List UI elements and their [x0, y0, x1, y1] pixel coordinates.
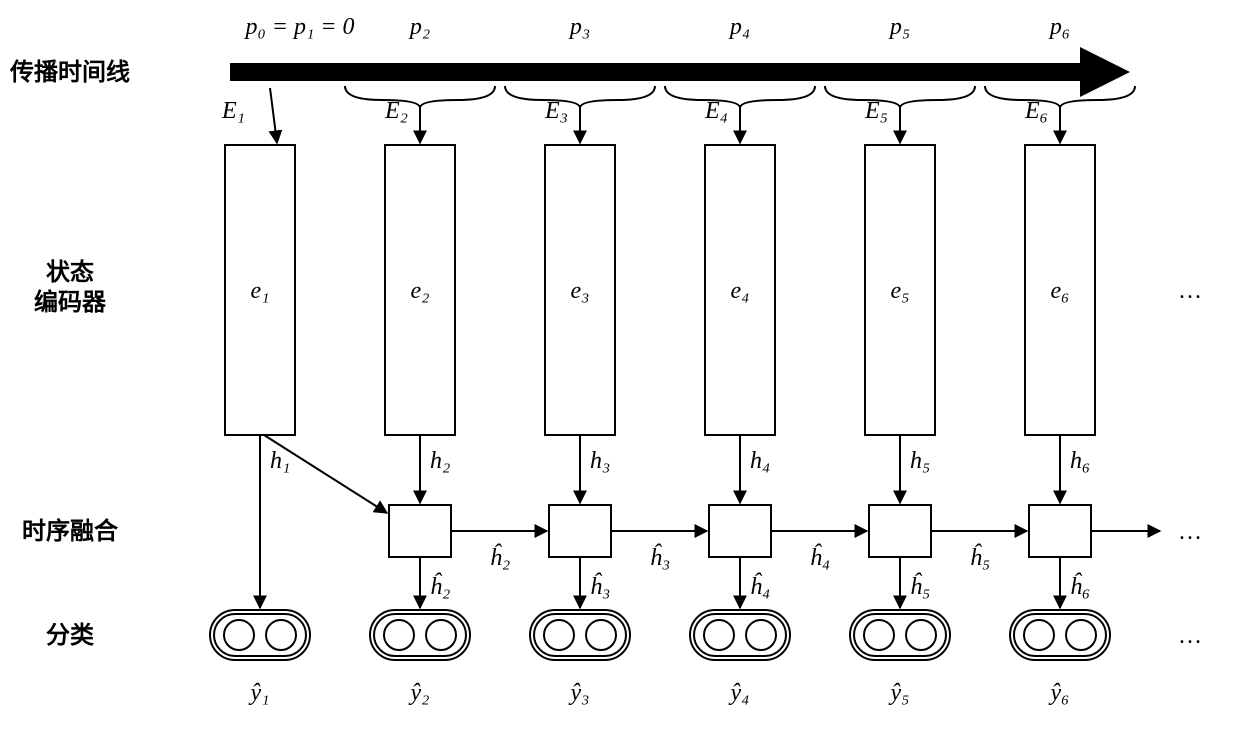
brace-5 — [825, 86, 975, 108]
classifier-circle-l-6 — [1024, 620, 1054, 650]
h-label-3: h₃ — [590, 448, 610, 474]
hhat-below-4: ĥ₄ — [750, 573, 770, 600]
classifier-inner-3 — [534, 614, 626, 656]
yhat-3: ŷ₃ — [569, 680, 590, 706]
p-label-5: p₅ — [888, 14, 910, 40]
classifier-circle-r-5 — [906, 620, 936, 650]
yhat-4: ŷ₄ — [729, 680, 750, 706]
e-label-4: e₄ — [731, 278, 750, 304]
classifier-circle-r-3 — [586, 620, 616, 650]
p-label-6: p₆ — [1048, 14, 1070, 40]
ellipsis-classifier: … — [1178, 623, 1202, 649]
hhat-mid-4: ĥ₄ — [810, 544, 830, 571]
classifier-circle-l-2 — [384, 620, 414, 650]
yhat-2: ŷ₂ — [409, 680, 430, 706]
h-label-4: h₄ — [750, 448, 770, 474]
fusion-box-4 — [709, 505, 771, 557]
E-label-1: E₁ — [221, 98, 245, 124]
e-label-5: e₅ — [891, 278, 910, 304]
p-label-4: p₄ — [728, 14, 750, 40]
hhat-below-3: ĥ₃ — [590, 573, 610, 600]
classifier-circle-l-4 — [704, 620, 734, 650]
hhat-below-2: ĥ₂ — [430, 573, 450, 600]
h-label-6: h₆ — [1070, 448, 1090, 474]
E-label-5: E₅ — [864, 98, 888, 124]
hhat-mid-2: ĥ₂ — [490, 544, 510, 571]
classifier-inner-6 — [1014, 614, 1106, 656]
E-arrow-1 — [270, 88, 277, 143]
h-arrow-1-to-fusion2 — [264, 435, 387, 513]
E-label-3: E₃ — [544, 98, 568, 124]
e-label-2: e₂ — [411, 278, 430, 304]
brace-6 — [985, 86, 1135, 108]
hhat-below-5: ĥ₅ — [910, 573, 930, 600]
E-label-4: E₄ — [704, 98, 728, 124]
classifier-inner-1 — [214, 614, 306, 656]
e-label-1: e₁ — [251, 278, 270, 304]
row-label-classify: 分类 — [46, 622, 95, 649]
classifier-circle-r-1 — [266, 620, 296, 650]
hhat-mid-3: ĥ₃ — [650, 544, 670, 571]
fusion-box-6 — [1029, 505, 1091, 557]
h-label-1: h₁ — [270, 448, 290, 474]
E-label-6: E₆ — [1024, 98, 1048, 124]
h-label-5: h₅ — [910, 448, 930, 474]
classifier-circle-r-4 — [746, 620, 776, 650]
row-label-encoder: 状态 — [46, 258, 94, 286]
fusion-box-2 — [389, 505, 451, 557]
row-label-fusion: 时序融合 — [22, 517, 119, 545]
h-label-2: h₂ — [430, 448, 450, 474]
E-label-2: E₂ — [384, 98, 408, 124]
classifier-circle-l-5 — [864, 620, 894, 650]
classifier-inner-2 — [374, 614, 466, 656]
yhat-5: ŷ₅ — [889, 680, 910, 706]
brace-4 — [665, 86, 815, 108]
classifier-inner-5 — [854, 614, 946, 656]
e-label-3: e₃ — [571, 278, 590, 304]
fusion-box-5 — [869, 505, 931, 557]
hhat-below-6: ĥ₆ — [1070, 573, 1090, 600]
p-label-3: p₃ — [568, 14, 590, 40]
e-label-6: e₆ — [1051, 278, 1070, 304]
fusion-box-3 — [549, 505, 611, 557]
timeline-arrow — [230, 47, 1130, 97]
brace-3 — [505, 86, 655, 108]
p-label-first: p₀ = p₁ = 0 — [243, 14, 354, 40]
classifier-circle-l-3 — [544, 620, 574, 650]
classifier-circle-l-1 — [224, 620, 254, 650]
yhat-6: ŷ₆ — [1049, 680, 1070, 706]
row-label-timeline: 传播时间线 — [9, 59, 130, 86]
classifier-circle-r-2 — [426, 620, 456, 650]
row-label-encoder: 编码器 — [34, 288, 107, 316]
yhat-1: ŷ₁ — [249, 680, 270, 706]
ellipsis-encoder: … — [1178, 278, 1202, 304]
brace-2 — [345, 86, 495, 108]
hhat-mid-5: ĥ₅ — [970, 544, 990, 571]
p-label-2: p₂ — [408, 14, 430, 40]
ellipsis-fusion: … — [1178, 519, 1202, 545]
classifier-inner-4 — [694, 614, 786, 656]
classifier-circle-r-6 — [1066, 620, 1096, 650]
